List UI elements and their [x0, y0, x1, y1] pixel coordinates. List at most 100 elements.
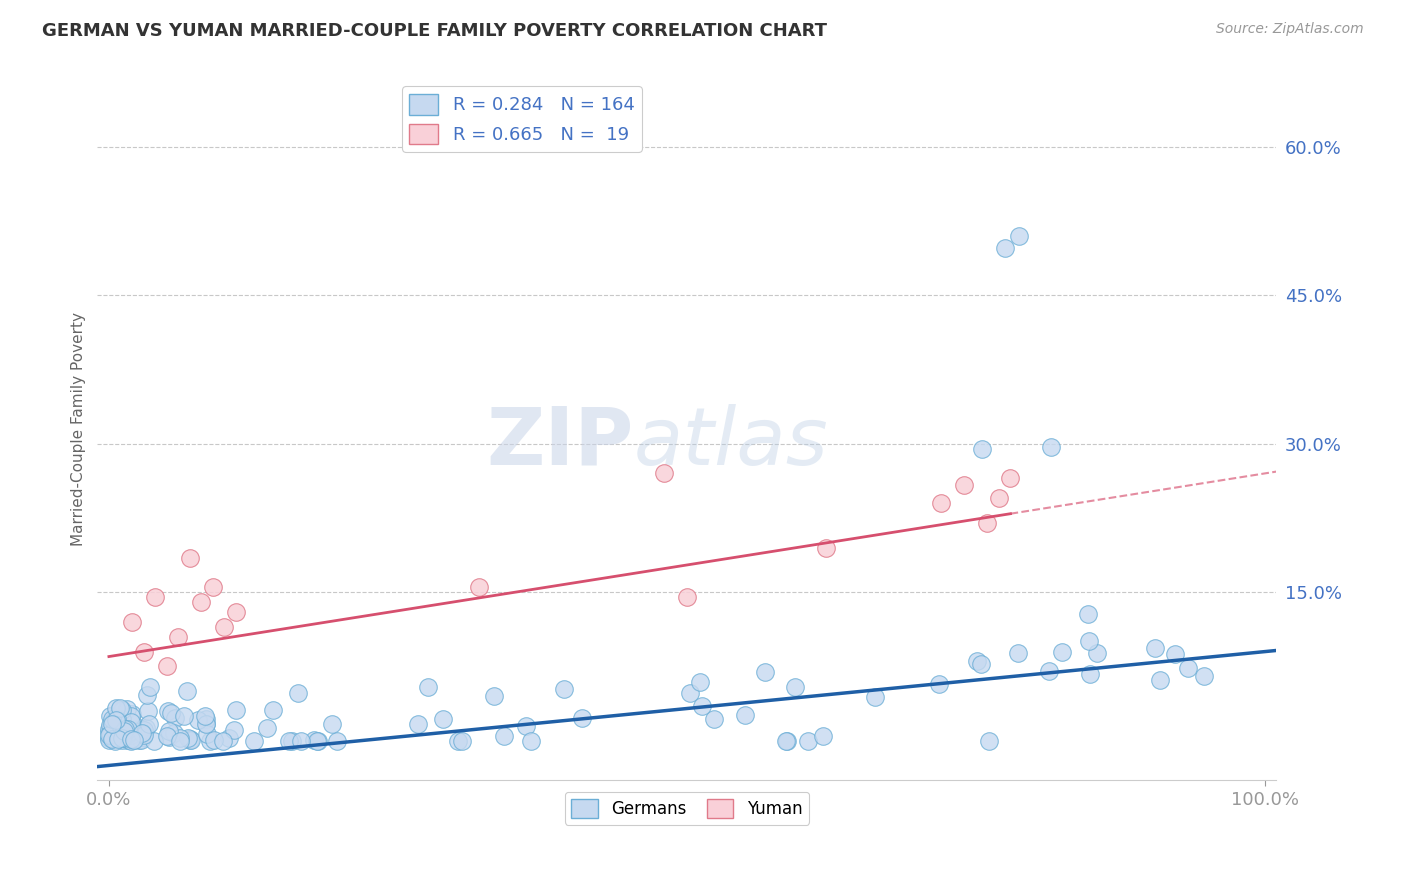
Point	[163, 711, 186, 725]
Point	[797, 733, 820, 747]
Legend: Germans, Yuman: Germans, Yuman	[565, 792, 808, 825]
Point	[105, 701, 128, 715]
Point	[783, 680, 806, 694]
Point	[928, 677, 950, 691]
Point	[117, 733, 139, 747]
Point	[1194, 669, 1216, 683]
Point	[863, 690, 886, 705]
Point	[100, 730, 122, 744]
Point	[198, 733, 221, 747]
Point	[692, 698, 714, 713]
Point	[104, 712, 127, 726]
Point	[120, 731, 142, 746]
Point	[225, 605, 247, 619]
Point	[104, 720, 127, 734]
Point	[120, 733, 142, 747]
Point	[112, 727, 135, 741]
Point	[225, 703, 247, 717]
Point	[104, 721, 127, 735]
Point	[406, 716, 429, 731]
Point	[176, 684, 198, 698]
Point	[156, 659, 179, 673]
Point	[118, 733, 141, 747]
Point	[1149, 673, 1171, 688]
Point	[202, 732, 225, 747]
Point	[703, 712, 725, 726]
Point	[128, 733, 150, 747]
Point	[135, 721, 157, 735]
Point	[115, 702, 138, 716]
Point	[169, 731, 191, 746]
Point	[100, 722, 122, 736]
Point	[194, 709, 217, 723]
Point	[304, 732, 326, 747]
Point	[156, 729, 179, 743]
Point	[125, 730, 148, 744]
Point	[138, 704, 160, 718]
Point	[132, 645, 155, 659]
Point	[689, 675, 711, 690]
Point	[103, 713, 125, 727]
Point	[163, 725, 186, 739]
Point	[201, 580, 224, 594]
Point	[122, 732, 145, 747]
Point	[111, 731, 134, 745]
Point	[212, 733, 235, 747]
Point	[277, 733, 299, 747]
Point	[1077, 633, 1099, 648]
Point	[187, 713, 209, 727]
Point	[515, 719, 537, 733]
Point	[104, 727, 127, 741]
Point	[929, 496, 952, 510]
Point	[734, 707, 756, 722]
Point	[571, 711, 593, 725]
Point	[1144, 641, 1167, 656]
Point	[115, 724, 138, 739]
Point	[101, 712, 124, 726]
Point	[143, 590, 166, 604]
Point	[135, 688, 157, 702]
Point	[103, 723, 125, 738]
Point	[108, 731, 131, 746]
Point	[652, 467, 675, 481]
Point	[1007, 228, 1029, 243]
Point	[679, 686, 702, 700]
Point	[775, 733, 797, 747]
Point	[468, 580, 491, 594]
Point	[124, 724, 146, 739]
Point	[111, 731, 134, 745]
Point	[101, 731, 124, 746]
Point	[105, 727, 128, 741]
Point	[124, 732, 146, 747]
Point	[111, 712, 134, 726]
Point	[110, 703, 132, 717]
Point	[195, 727, 218, 741]
Point	[120, 714, 142, 729]
Point	[280, 733, 302, 747]
Point	[131, 733, 153, 747]
Point	[111, 731, 134, 745]
Point	[111, 733, 134, 747]
Point	[195, 712, 218, 726]
Point	[98, 731, 121, 745]
Point	[776, 733, 799, 747]
Point	[256, 721, 278, 735]
Point	[1007, 646, 1029, 660]
Point	[307, 733, 329, 747]
Point	[979, 733, 1001, 747]
Point	[103, 725, 125, 739]
Point	[179, 733, 201, 747]
Point	[1000, 471, 1022, 485]
Point	[131, 730, 153, 744]
Point	[1087, 646, 1109, 660]
Point	[131, 726, 153, 740]
Point	[98, 724, 121, 739]
Point	[128, 722, 150, 736]
Point	[987, 491, 1010, 505]
Point	[107, 731, 129, 746]
Point	[120, 708, 142, 723]
Point	[114, 726, 136, 740]
Point	[142, 733, 165, 747]
Point	[98, 728, 121, 742]
Point	[110, 720, 132, 734]
